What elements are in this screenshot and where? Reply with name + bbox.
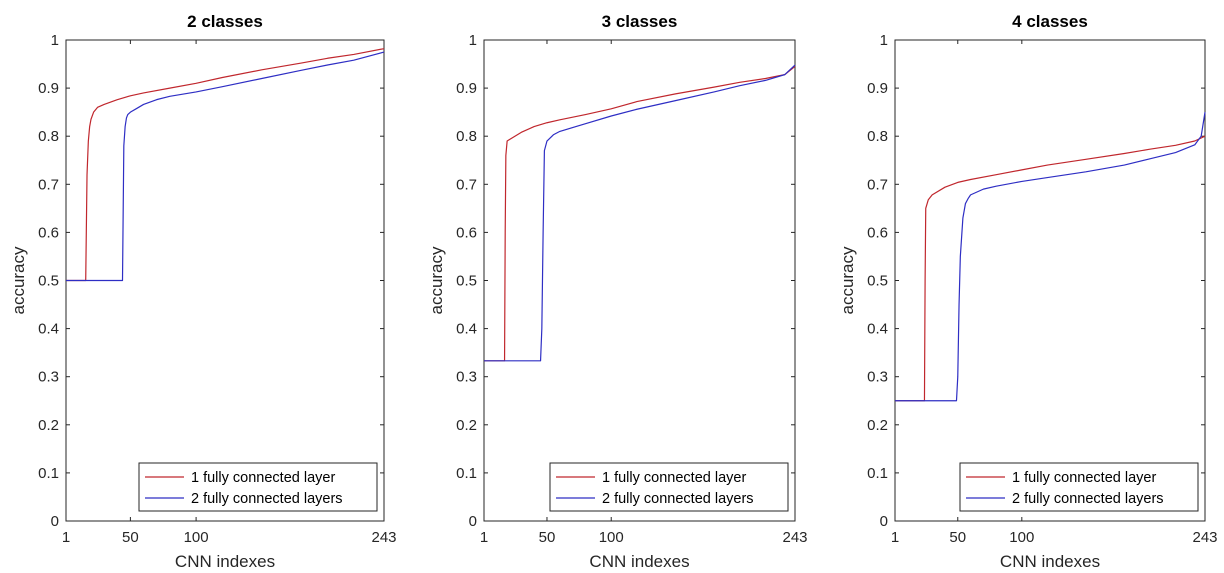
series-line-2-fully-connected-layers [895, 112, 1206, 402]
y-tick-label: 0.6 [867, 224, 888, 241]
y-tick-label: 0.4 [456, 321, 477, 338]
y-tick-label: 0.5 [456, 273, 477, 290]
y-tick-label: 0.7 [867, 176, 888, 193]
y-tick-label: 0.2 [38, 417, 59, 434]
legend: 1 fully connected layer 2 fully connected… [959, 462, 1199, 512]
y-tick-label: 0.9 [456, 80, 477, 97]
legend: 1 fully connected layer 2 fully connected… [138, 462, 378, 512]
y-tick-label: 1 [51, 32, 59, 49]
legend-label: 2 fully connected layers [191, 491, 343, 507]
y-tick-label: 0 [880, 513, 888, 530]
y-tick-label: 0.5 [38, 273, 59, 290]
legend-label: 1 fully connected layer [1012, 470, 1156, 486]
y-tick-label: 0.8 [867, 128, 888, 145]
x-tick-label: 1 [62, 529, 70, 546]
y-tick-label: 0.7 [38, 176, 59, 193]
y-tick-label: 0.9 [867, 80, 888, 97]
x-axis-label: CNN indexes [1000, 552, 1100, 571]
y-tick-label: 0 [51, 513, 59, 530]
y-axis-label: accuracy [427, 246, 446, 315]
x-tick-label: 100 [184, 529, 209, 546]
y-tick-label: 0.3 [867, 369, 888, 386]
x-tick-label: 243 [1192, 529, 1217, 546]
x-tick-label: 243 [371, 529, 396, 546]
y-tick-label: 0.6 [456, 224, 477, 241]
y-tick-label: 0.1 [867, 465, 888, 482]
y-tick-label: 0.9 [38, 80, 59, 97]
y-tick-label: 1 [880, 32, 888, 49]
x-tick-label: 100 [1009, 529, 1034, 546]
chart-panel-4-classes: 0 0.1 0.2 0.3 0.4 0.5 0.6 0.7 0.8 0.9 1 1 50 100 243 4 … [838, 12, 1218, 571]
legend-box [959, 462, 1199, 512]
chart-panel-2-classes: 0 0.1 0.2 0.3 0.4 0.5 0.6 0.7 0.8 0.9 1 1 50 100 243 2 … [9, 12, 397, 571]
y-tick-label: 0.1 [456, 465, 477, 482]
y-tick-label: 0.4 [38, 321, 59, 338]
y-tick-label: 0.6 [38, 224, 59, 241]
x-axis-label: CNN indexes [589, 552, 689, 571]
series-line-1-fully-connected-layer [484, 65, 796, 362]
y-axis-label: accuracy [9, 246, 28, 315]
y-tick-label: 0.3 [456, 369, 477, 386]
legend: 1 fully connected layer 2 fully connected… [549, 462, 789, 512]
series-line-1-fully-connected-layer [895, 135, 1206, 402]
legend-label: 1 fully connected layer [191, 470, 335, 486]
legend-label: 2 fully connected layers [602, 491, 754, 507]
x-tick-label: 243 [782, 529, 807, 546]
legend-label: 2 fully connected layers [1012, 491, 1164, 507]
y-tick-label: 0.8 [456, 128, 477, 145]
y-tick-label: 0.5 [867, 273, 888, 290]
y-tick-label: 0.2 [867, 417, 888, 434]
series-line-2-fully-connected-layers [484, 64, 796, 362]
x-axis-label: CNN indexes [175, 552, 275, 571]
legend-label: 1 fully connected layer [602, 470, 746, 486]
y-tick-label: 0 [469, 513, 477, 530]
chart-title: 2 classes [187, 12, 263, 31]
chart-title: 4 classes [1012, 12, 1088, 31]
x-tick-label: 50 [949, 529, 966, 546]
y-tick-label: 0.8 [38, 128, 59, 145]
series-line-2-fully-connected-layers [66, 51, 385, 282]
y-tick-label: 0.3 [38, 369, 59, 386]
chart-title: 3 classes [602, 12, 678, 31]
x-tick-label: 50 [122, 529, 139, 546]
legend-box [138, 462, 378, 512]
y-tick-label: 0.7 [456, 176, 477, 193]
axes-box [894, 39, 1206, 522]
y-tick-label: 0.2 [456, 417, 477, 434]
y-tick-label: 0.4 [867, 321, 888, 338]
chart-panel-3-classes: 0 0.1 0.2 0.3 0.4 0.5 0.6 0.7 0.8 0.9 1 1 50 100 243 3 … [427, 12, 808, 571]
legend-box [549, 462, 789, 512]
y-tick-label: 1 [469, 32, 477, 49]
x-tick-label: 1 [891, 529, 899, 546]
series-line-1-fully-connected-layer [66, 48, 385, 282]
x-tick-label: 1 [480, 529, 488, 546]
x-tick-label: 100 [599, 529, 624, 546]
y-tick-label: 0.1 [38, 465, 59, 482]
y-axis-label: accuracy [838, 246, 857, 315]
axes-box [483, 39, 796, 522]
x-tick-label: 50 [539, 529, 556, 546]
